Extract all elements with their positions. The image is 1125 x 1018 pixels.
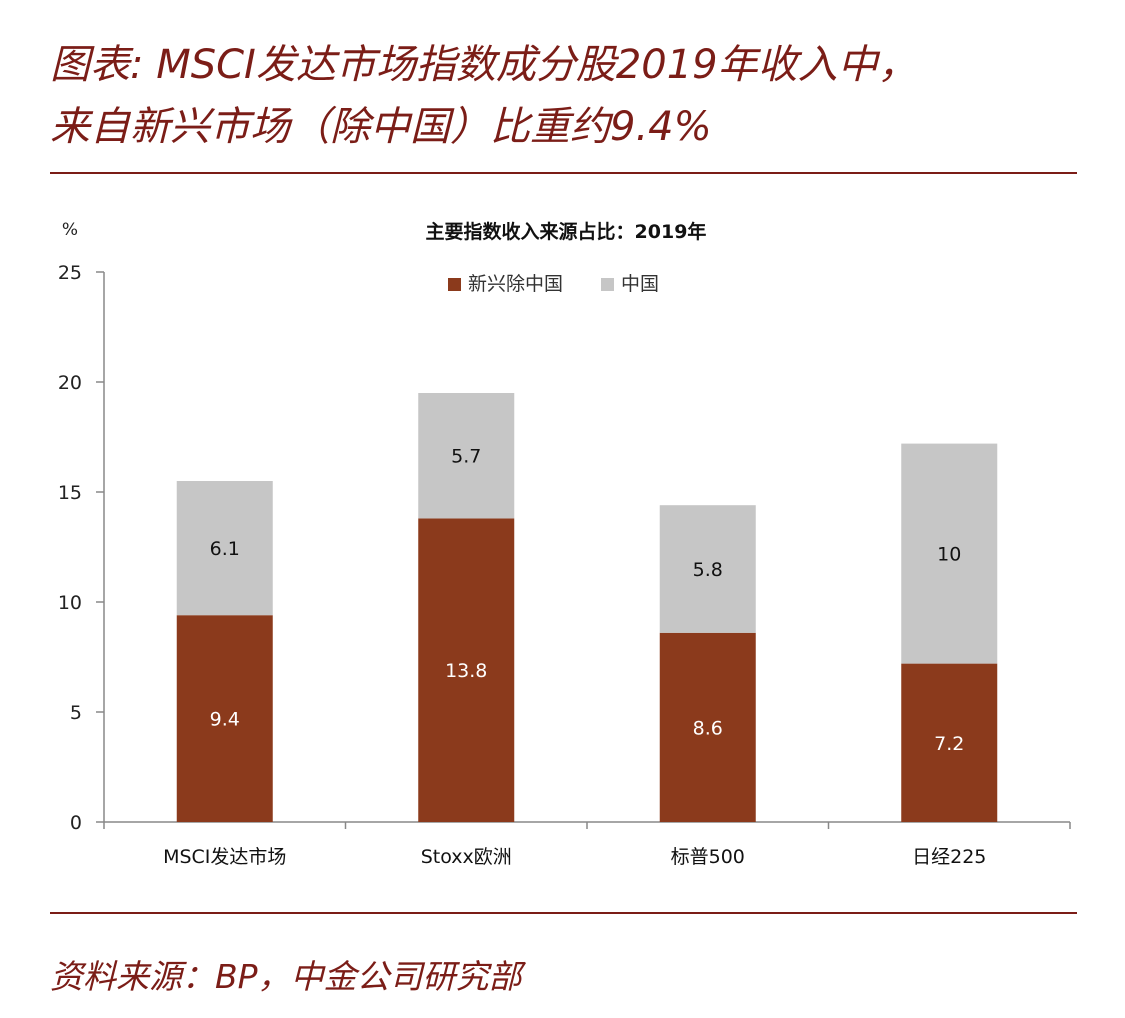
data-label-em-ex-china-3: 8.6 [693,717,723,739]
y-tick-label: 25 [58,262,82,284]
bar-china-2 [418,393,515,519]
x-tick-label: Stoxx欧洲 [421,846,512,868]
legend-swatch-1 [448,278,461,291]
bar-em-ex-china-4 [901,663,998,822]
title-divider [50,172,1077,174]
footer-divider [50,912,1077,914]
y-tick-label: 15 [58,482,82,504]
legend-label-1: 新兴除中国 [468,273,563,295]
source-note: 资料来源：BP，中金公司研究部 [50,957,522,996]
data-label-china-3: 5.8 [693,559,723,581]
x-tick-label: 日经225 [912,846,986,868]
data-label-china-4: 10 [937,544,961,566]
data-label-em-ex-china-1: 9.4 [210,709,240,731]
bar-china-3 [659,505,756,633]
data-label-china-1: 6.1 [210,538,240,560]
bar-em-ex-china-2 [418,518,515,822]
data-label-em-ex-china-4: 7.2 [934,733,964,755]
x-tick-label: 标普500 [671,846,745,868]
bar-em-ex-china-1 [176,615,273,822]
bar-china-4 [901,443,998,664]
chart-title: 主要指数收入来源占比：2019年 [426,220,707,243]
data-label-china-2: 5.7 [451,446,481,468]
y-tick-label: 5 [70,702,82,724]
y-axis-unit-label: % [62,220,78,240]
x-tick-label: MSCI发达市场 [163,846,286,868]
stacked-bar-chart: 主要指数收入来源占比：2019年% 新兴除中国 中国 0 5 10 15 20 25 9.4 6.1… [58,220,1071,868]
y-tick-label: 0 [70,812,82,834]
y-tick-label: 10 [58,592,82,614]
bar-china-1 [176,481,273,616]
legend-label-2: 中国 [621,273,659,295]
figure-title-line-1: 图表: MSCI发达市场指数成分股2019年收入中， [50,42,918,88]
legend-swatch-2 [601,278,614,291]
y-tick-label: 20 [58,372,82,394]
data-label-em-ex-china-2: 13.8 [445,660,487,682]
figure-title: 图表: MSCI发达市场指数成分股2019年收入中， 来自新兴市场（除中国）比重… [50,34,1090,158]
figure-title-line-2: 来自新兴市场（除中国）比重约9.4% [50,104,712,150]
bar-em-ex-china-3 [659,632,756,822]
